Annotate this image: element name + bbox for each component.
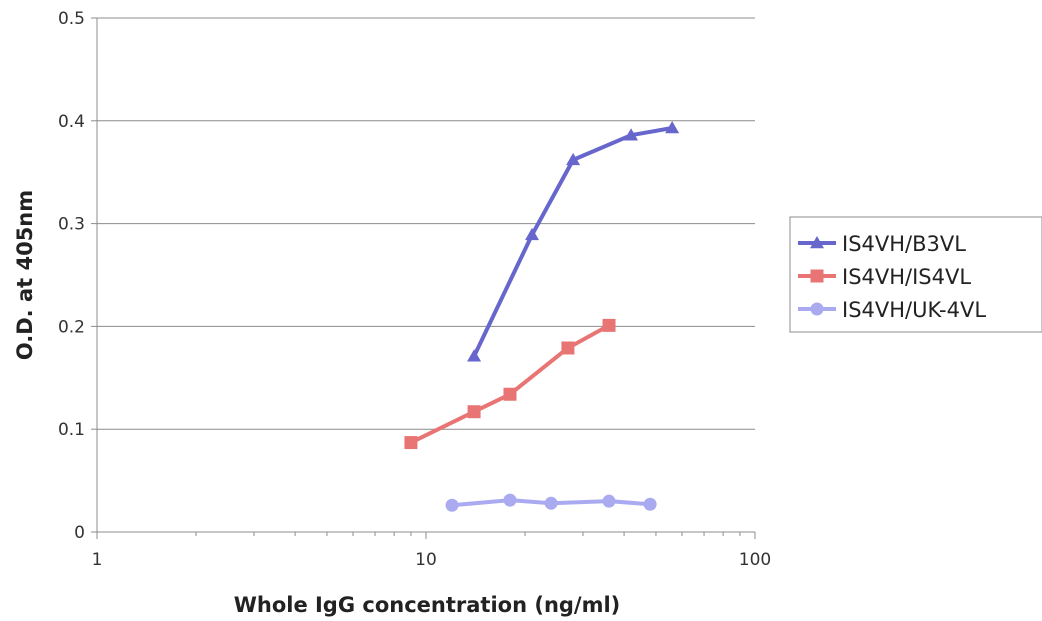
y-tick-label-4: 0.4	[58, 112, 85, 132]
legend-swatch-marker-0	[810, 236, 824, 249]
series-1	[404, 318, 616, 450]
x-tick-label-0: 1	[92, 550, 103, 570]
legend-swatch-marker-1	[810, 269, 824, 283]
data-point-2-4	[643, 497, 657, 511]
y-tick-label-1: 0.1	[58, 420, 85, 440]
data-point-2-0	[445, 498, 459, 512]
data-point-2-1	[503, 493, 517, 507]
x-tick-label-1: 10	[415, 550, 437, 570]
legend-label-1: IS4VH/IS4VL	[842, 265, 971, 289]
legend-label-0: IS4VH/B3VL	[842, 232, 966, 256]
data-point-1-0	[404, 436, 418, 450]
y-tick-label-5: 0.5	[58, 9, 85, 29]
axes	[91, 17, 756, 539]
tick-labels: 0 0.1 0.2 0.3 0.4 0.5 1 10 100	[58, 9, 771, 570]
series-line-1	[410, 323, 610, 445]
data-point-2-2	[544, 496, 558, 510]
data-point-1-1	[467, 405, 481, 419]
data-point-0-0	[467, 349, 482, 362]
data-point-1-4	[602, 318, 616, 332]
series-2	[445, 493, 657, 512]
data-point-0-1	[525, 227, 540, 241]
data-point-0-3	[624, 128, 639, 141]
series-0	[467, 120, 680, 362]
legend-label-2: IS4VH/UK-4VL	[842, 298, 986, 322]
x-tick-label-2: 100	[739, 550, 771, 570]
legend: IS4VH/B3VL IS4VH/IS4VL IS4VH/UK-4VL	[789, 216, 1042, 333]
y-tick-label-0: 0	[74, 523, 85, 543]
y-axis-title: O.D. at 405nm	[13, 190, 37, 360]
legend-item-1: IS4VH/IS4VL	[798, 265, 971, 289]
data-point-2-3	[602, 494, 616, 508]
data-point-0-2	[566, 152, 581, 166]
x-axis-title: Whole IgG concentration (ng/ml)	[234, 593, 621, 617]
legend-swatch-marker-2	[810, 302, 824, 316]
data-point-1-2	[503, 387, 517, 401]
data-point-0-4	[665, 120, 680, 134]
data-series	[404, 120, 680, 512]
legend-item-2: IS4VH/UK-4VL	[798, 298, 986, 322]
data-point-1-3	[561, 341, 575, 355]
y-tick-label-3: 0.3	[58, 215, 85, 235]
y-tick-label-2: 0.2	[58, 317, 85, 337]
gridlines	[97, 17, 755, 430]
legend-item-0: IS4VH/B3VL	[798, 232, 966, 256]
